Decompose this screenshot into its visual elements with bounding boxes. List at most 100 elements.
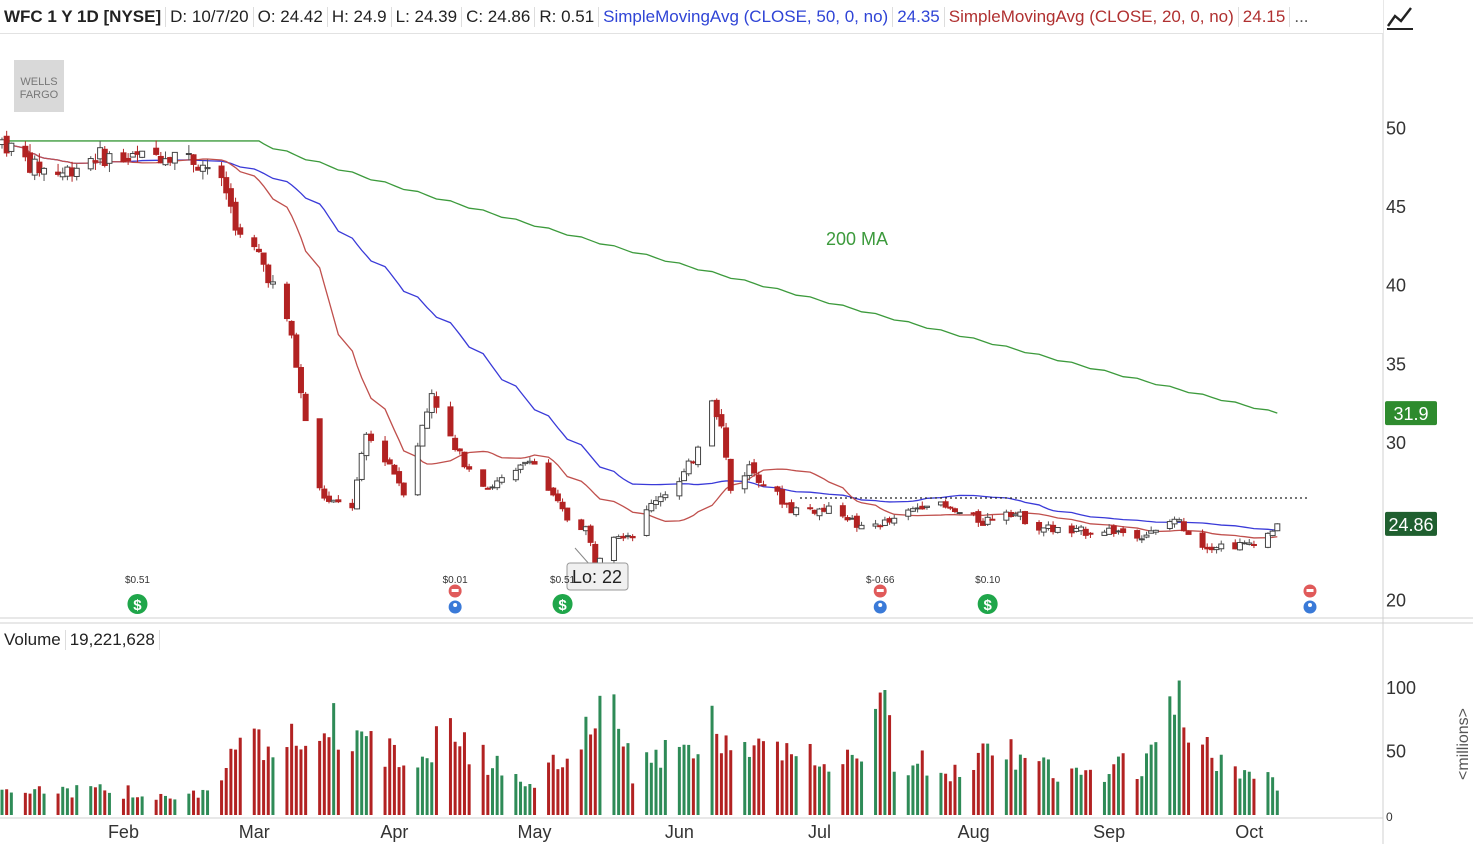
candle-body[interactable] [498,477,505,483]
candle-body[interactable] [1036,521,1043,531]
candle-body[interactable] [1269,530,1276,537]
candle-body[interactable] [354,479,361,510]
candle-body[interactable] [335,499,342,503]
candle-body[interactable] [1180,521,1187,532]
candle-body[interactable] [1138,538,1145,541]
candle-body[interactable] [559,501,566,510]
candle-body[interactable] [1264,532,1271,548]
candle-body[interactable] [358,452,365,480]
candle-body[interactable] [554,493,561,502]
candle-body[interactable] [1143,534,1150,538]
candle-body[interactable] [106,153,113,164]
candle-body[interactable] [87,158,94,170]
candle-body[interactable] [1134,530,1141,539]
candle-body[interactable] [545,462,552,491]
candle-body[interactable] [363,433,370,457]
candle-body[interactable] [891,517,898,524]
earnings-icon[interactable]: $-0.66 [866,575,895,614]
candle-body[interactable] [139,150,146,158]
candle-body[interactable] [760,484,767,487]
dividend-icon[interactable]: $0.51 $ [125,575,150,614]
candle-body[interactable] [793,507,800,516]
candle-body[interactable] [461,451,468,468]
candle-body[interactable] [1022,511,1029,525]
candle-body[interactable] [512,469,519,481]
candle-body[interactable] [419,424,426,447]
candle-body[interactable] [1274,523,1281,532]
candle-body[interactable] [923,505,930,508]
candle-body[interactable] [396,471,403,484]
candle-body[interactable] [269,281,276,285]
candle-body[interactable] [1087,532,1094,535]
candle-body[interactable] [755,474,762,483]
candle-body[interactable] [578,519,585,531]
candle-body[interactable] [433,396,440,408]
candle-body[interactable] [120,152,127,163]
candle-body[interactable] [1236,541,1243,551]
candle-body[interactable] [1176,519,1183,522]
candle-body[interactable] [816,508,823,517]
candle-body[interactable] [41,167,48,175]
candle-body[interactable] [825,505,832,514]
candle-body[interactable] [391,464,398,475]
candle-body[interactable] [517,464,524,470]
candle-body[interactable] [1152,529,1159,533]
candle-body[interactable] [676,481,683,497]
candle-body[interactable] [265,264,272,284]
candle-body[interactable] [22,145,29,158]
candle-body[interactable] [984,516,991,525]
candle-body[interactable] [382,440,389,463]
candle-body[interactable] [648,502,655,512]
dividend-icon[interactable]: $0.10 $ [975,575,1001,614]
candle-body[interactable] [1120,528,1127,534]
candle-body[interactable] [386,459,393,465]
candle-body[interactable] [368,433,375,441]
candle-body[interactable] [975,511,982,523]
candle-body[interactable] [1246,542,1253,545]
candle-body[interactable] [8,142,15,152]
candle-body[interactable] [942,501,949,508]
candle-body[interactable] [484,487,491,490]
candle-body[interactable] [129,153,136,158]
candle-body[interactable] [326,495,332,502]
candle-body[interactable] [302,393,309,422]
candle-body[interactable] [531,461,538,465]
candle-body[interactable] [494,480,501,489]
candle-body[interactable] [881,519,888,526]
symbol-label[interactable]: WFC 1 Y 1D [NYSE] [0,6,167,27]
sma20-study-label[interactable]: SimpleMovingAvg (CLOSE, 20, 0, no) [945,6,1239,27]
candle-body[interactable] [251,237,258,248]
candle-body[interactable] [447,406,454,437]
candle-body[interactable] [727,458,734,491]
candle-body[interactable] [452,437,459,450]
candle-body[interactable] [713,399,720,418]
candle-body[interactable] [321,488,328,499]
candle-body[interactable] [1218,543,1225,550]
candle-body[interactable] [653,500,659,505]
candle-body[interactable] [718,414,725,427]
candle-body[interactable] [218,165,225,179]
candle-body[interactable] [956,512,963,515]
candle-body[interactable] [190,154,197,165]
candle-body[interactable] [400,482,407,496]
candle-body[interactable] [232,201,239,231]
candle-body[interactable] [681,471,688,482]
earnings-icon[interactable] [1303,584,1317,614]
candle-body[interactable] [695,446,702,466]
candle-body[interactable] [316,418,323,489]
candle-body[interactable] [1110,525,1117,534]
candle-body[interactable] [685,460,692,475]
candle-body[interactable] [288,320,295,336]
earnings-icon[interactable]: $0.01 [443,575,468,614]
candle-body[interactable] [751,462,758,474]
candle-body[interactable] [807,507,814,510]
sma50-study-label[interactable]: SimpleMovingAvg (CLOSE, 50, 0, no) [599,6,894,27]
candle-body[interactable] [872,523,879,527]
candle-body[interactable] [629,535,636,539]
candle-body[interactable] [839,505,846,517]
candle-body[interactable] [237,227,244,235]
candle-body[interactable] [480,469,487,487]
candle-body[interactable] [1054,527,1061,533]
candle-body[interactable] [643,509,650,536]
candle-body[interactable] [1166,521,1173,529]
